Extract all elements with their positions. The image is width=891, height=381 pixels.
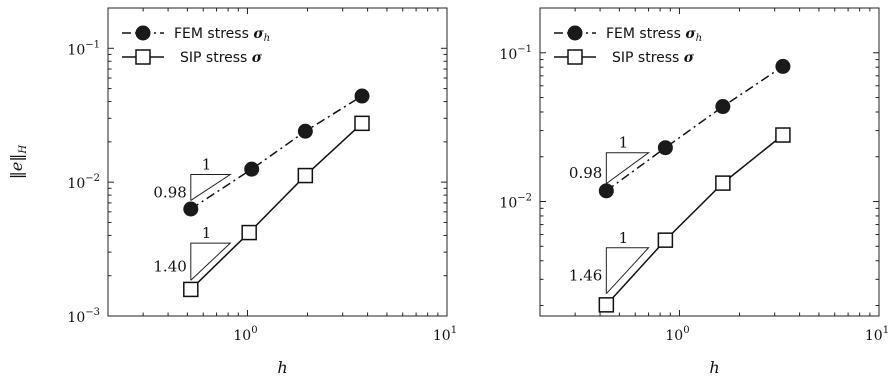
legend-label: FEM stress σh — [606, 26, 702, 44]
data-point-circle — [657, 140, 673, 156]
legend-marker-circle — [135, 25, 151, 41]
plot-frame — [107, 7, 448, 317]
series-fem-stress — [598, 58, 791, 199]
slope-triangle: 11.46 — [569, 229, 650, 295]
legend-marker-square — [135, 49, 151, 65]
legend-label: FEM stress σh — [174, 26, 270, 44]
series-line — [190, 95, 363, 210]
series-sip-stress — [598, 127, 791, 313]
legend-marker-circle — [567, 25, 583, 41]
data-point-circle — [715, 99, 731, 115]
y-tick-label: 10−1 — [499, 44, 532, 63]
data-point-square — [715, 175, 731, 191]
x-tick-label: 101 — [865, 325, 889, 344]
slope-triangle-outline — [190, 173, 232, 201]
slope-triangle-outline — [190, 242, 232, 281]
slope-run-label: 1 — [619, 134, 629, 152]
y-tick-label: 10−2 — [67, 173, 100, 192]
slope-run-label: 1 — [619, 229, 629, 247]
y-axis-label: ‖e‖H — [7, 145, 29, 179]
axis-ticks — [539, 7, 880, 316]
data-point-circle — [775, 58, 791, 74]
series-sip-stress — [183, 115, 370, 298]
data-point-square — [354, 115, 370, 132]
slope-run-label: 1 — [202, 224, 212, 242]
slope-triangle: 10.98 — [569, 134, 651, 184]
slope-value-label: 0.98 — [569, 164, 602, 182]
data-point-circle — [354, 88, 370, 104]
data-point-square — [183, 281, 199, 298]
data-point-square — [297, 167, 314, 184]
y-tick-label: 10−3 — [67, 307, 100, 326]
slope-value-label: 1.40 — [153, 258, 186, 276]
series-fem-stress — [183, 88, 370, 217]
data-point-square — [775, 127, 791, 143]
data-point-circle — [183, 201, 199, 217]
x-tick-label: 101 — [433, 325, 457, 344]
data-point-circle — [297, 123, 313, 139]
series-line — [190, 122, 363, 290]
x-axis-label: h — [709, 358, 719, 377]
legend-label: SIP stress σ — [612, 50, 695, 66]
y-tick-label: 10−2 — [499, 193, 532, 212]
slope-value-label: 1.46 — [569, 267, 602, 285]
series-line — [605, 65, 784, 192]
plot-frame — [539, 7, 880, 317]
x-tick-label: 100 — [233, 325, 257, 344]
slope-value-label: 0.98 — [153, 183, 186, 201]
slope-triangle: 11.40 — [153, 224, 232, 281]
data-point-square — [598, 297, 615, 313]
axis-ticks — [107, 7, 448, 317]
legend-marker-square — [567, 49, 583, 65]
data-point-square — [241, 224, 257, 241]
data-point-square — [657, 232, 674, 248]
slope-triangle-outline — [605, 247, 650, 295]
x-tick-label: 100 — [665, 325, 689, 344]
legend: FEM stress σh SIP stress σ — [554, 25, 702, 66]
slope-triangle: 10.98 — [153, 155, 232, 201]
data-point-circle — [598, 183, 614, 199]
slope-run-label: 1 — [202, 155, 212, 173]
legend-label: SIP stress σ — [180, 50, 263, 66]
legend: FEM stress σh SIP stress σ — [122, 25, 270, 66]
x-axis-label: h — [277, 358, 287, 377]
series-line — [605, 134, 784, 306]
data-point-circle — [244, 161, 260, 177]
y-tick-label: 10−1 — [67, 39, 100, 58]
slope-triangle-outline — [605, 152, 651, 184]
